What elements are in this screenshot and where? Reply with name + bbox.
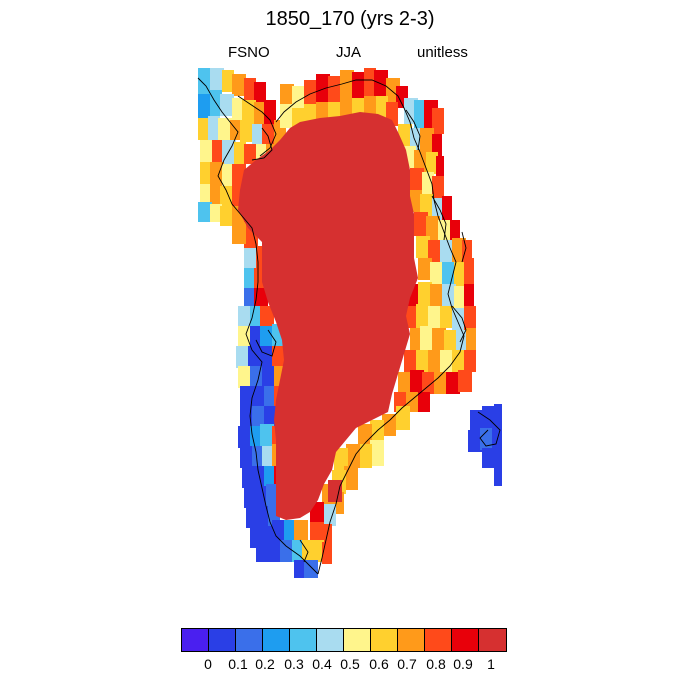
colorbar-label: 0.3 [284, 656, 304, 672]
colorbar-bin-4 [290, 629, 317, 651]
colorbar-bin-10 [452, 629, 479, 651]
colorbar-bin-3 [263, 629, 290, 651]
colorbar-label: 0.1 [228, 656, 248, 672]
colorbar-label: 0.7 [397, 656, 417, 672]
colorbar-label: 0.6 [369, 656, 389, 672]
map-cells [198, 68, 502, 578]
colorbar [181, 628, 507, 652]
colorbar-bin-1 [209, 629, 236, 651]
colorbar-label: 1 [487, 656, 495, 672]
colorbar-label: 0.9 [453, 656, 473, 672]
colorbar-bin-6 [344, 629, 371, 651]
colorbar-label: 0.4 [312, 656, 332, 672]
colorbar-bin-5 [317, 629, 344, 651]
colorbar-bin-7 [371, 629, 398, 651]
coastline-outline [197, 77, 501, 575]
season-label: JJA [336, 44, 362, 61]
plot-title: 1850_170 (yrs 2-3) [265, 8, 435, 30]
colorbar-label: 0.2 [255, 656, 275, 672]
colorbar-label: 0 [204, 656, 212, 672]
units-label: unitless [417, 44, 468, 61]
colorbar-label: 0.5 [340, 656, 360, 672]
colorbar-bin-11 [479, 629, 506, 651]
colorbar-bin-2 [236, 629, 263, 651]
colorbar-bin-9 [425, 629, 452, 651]
colorbar-bin-0 [182, 629, 209, 651]
colorbar-label: 0.8 [426, 656, 446, 672]
colorbar-bin-8 [398, 629, 425, 651]
variable-label: FSNO [228, 44, 270, 61]
